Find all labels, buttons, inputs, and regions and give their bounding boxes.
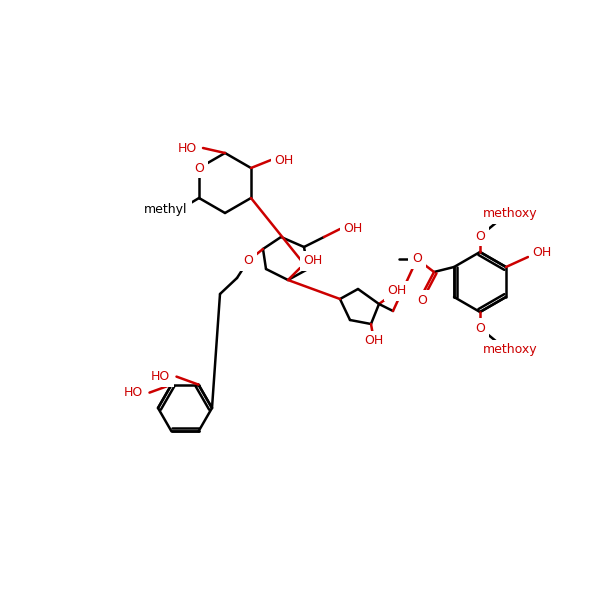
Text: methoxy: methoxy: [482, 343, 538, 356]
Text: OH: OH: [343, 223, 362, 235]
Text: HO: HO: [124, 386, 143, 399]
Text: methoxy: methoxy: [482, 208, 538, 220]
Text: methyl: methyl: [144, 203, 188, 217]
Text: O: O: [475, 322, 485, 335]
Text: HO: HO: [178, 142, 197, 154]
Text: O: O: [417, 293, 427, 307]
Text: OH: OH: [274, 154, 293, 166]
Text: OH: OH: [304, 254, 323, 268]
Text: O: O: [412, 253, 422, 265]
Text: HO: HO: [151, 370, 170, 383]
Text: O: O: [475, 229, 485, 242]
Text: OH: OH: [532, 247, 551, 259]
Text: OH: OH: [364, 335, 383, 347]
Text: O: O: [243, 254, 253, 268]
Text: O: O: [194, 161, 204, 175]
Text: OH: OH: [388, 284, 407, 298]
